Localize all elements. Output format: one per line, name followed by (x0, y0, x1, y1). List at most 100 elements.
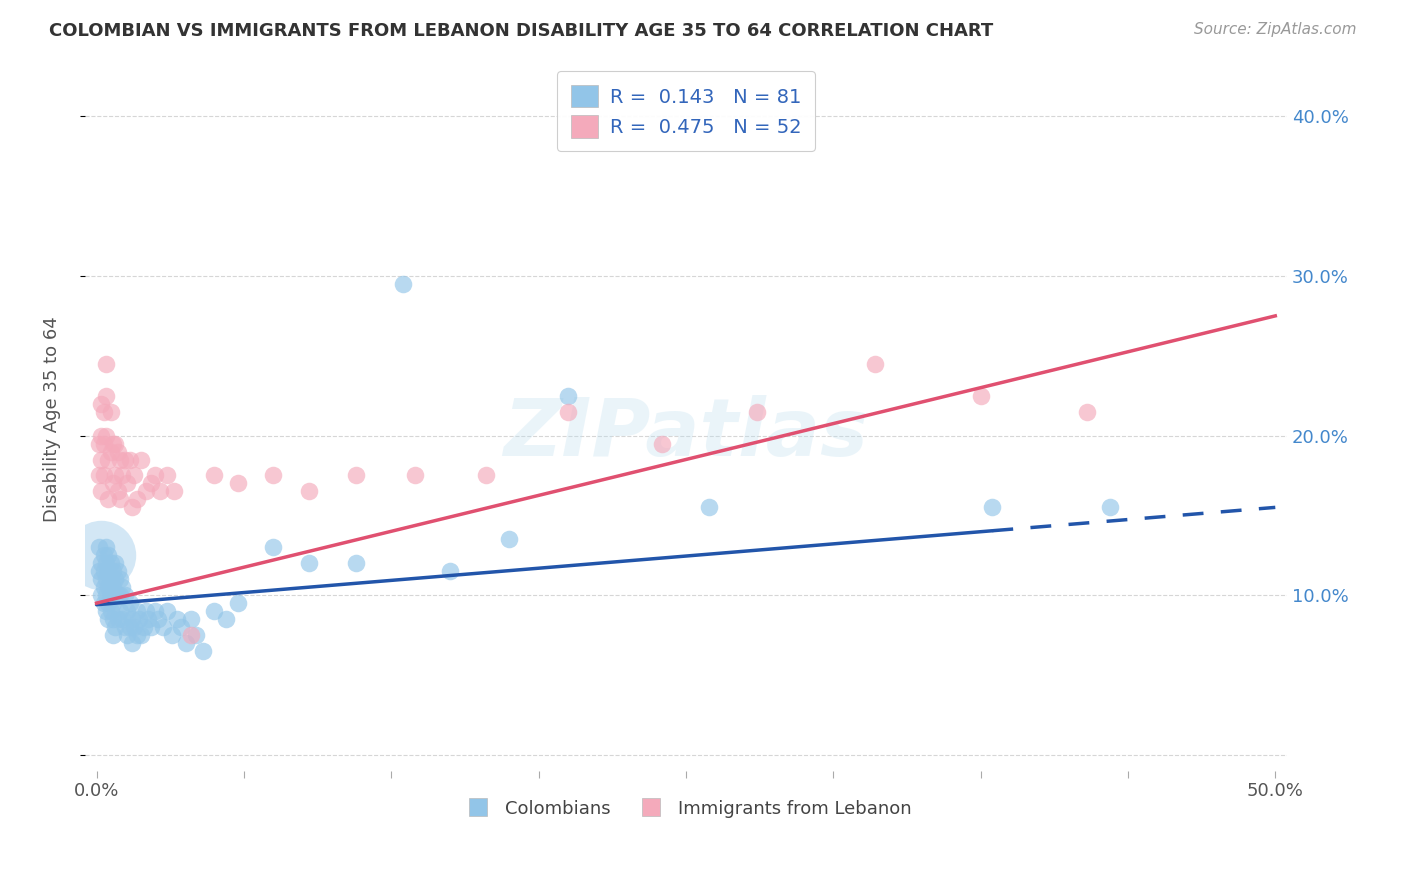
Point (107, 588, 129, 602)
Point (262, 468, 284, 483)
Point (108, 492, 131, 507)
Point (139, 476, 162, 491)
Point (149, 484, 172, 499)
Point (226, 476, 249, 491)
Point (108, 452, 131, 467)
Point (121, 612, 143, 626)
Point (125, 628, 148, 642)
Point (104, 620, 127, 634)
Point (298, 556, 321, 570)
Point (152, 620, 174, 634)
Point (108, 588, 131, 602)
Point (745, 404, 768, 418)
Point (94, 588, 117, 602)
Point (97, 492, 120, 507)
Point (135, 604, 157, 618)
Point (97, 580, 120, 594)
Point (163, 484, 186, 499)
Point (94, 604, 117, 618)
Point (118, 620, 141, 634)
Point (108, 604, 131, 618)
Point (156, 604, 179, 618)
Point (226, 596, 249, 610)
Text: COLOMBIAN VS IMMIGRANTS FROM LEBANON DISABILITY AGE 35 TO 64 CORRELATION CHART: COLOMBIAN VS IMMIGRANTS FROM LEBANON DIS… (49, 22, 994, 40)
Point (101, 628, 124, 642)
Point (114, 620, 136, 634)
Point (90, 588, 112, 602)
Point (104, 572, 127, 586)
Point (90, 428, 112, 442)
Point (100, 556, 122, 570)
Point (125, 604, 148, 618)
Point (108, 572, 131, 586)
Point (121, 500, 143, 515)
Point (863, 357, 886, 371)
Y-axis label: Disability Age 35 to 64: Disability Age 35 to 64 (44, 317, 60, 523)
Point (184, 628, 207, 642)
Point (90, 484, 112, 499)
Point (202, 604, 225, 618)
Point (138, 612, 160, 626)
Point (94, 389, 117, 403)
Text: ZIPatlas: ZIPatlas (503, 394, 869, 473)
Point (202, 468, 225, 483)
Point (166, 612, 188, 626)
Point (97, 564, 120, 578)
Point (131, 452, 153, 467)
Point (100, 588, 122, 602)
Point (90, 556, 112, 570)
Point (699, 500, 721, 515)
Text: Source: ZipAtlas.com: Source: ZipAtlas.com (1194, 22, 1357, 37)
Point (107, 484, 129, 499)
Point (1076, 404, 1098, 418)
Point (87, 564, 110, 578)
Point (101, 580, 124, 594)
Point (344, 468, 367, 483)
Point (122, 620, 145, 634)
Point (180, 628, 202, 642)
Point (104, 468, 127, 483)
Point (404, 468, 426, 483)
Point (93, 548, 115, 562)
Point (439, 564, 461, 578)
Point (1099, 500, 1122, 515)
Point (145, 604, 167, 618)
Legend: Colombians, Immigrants from Lebanon: Colombians, Immigrants from Lebanon (453, 792, 918, 825)
Point (474, 468, 496, 483)
Point (215, 612, 238, 626)
Point (114, 588, 136, 602)
Point (298, 484, 321, 499)
Point (100, 604, 122, 618)
Point (115, 476, 138, 491)
Point (93, 468, 115, 483)
Point (262, 541, 284, 555)
Point (107, 612, 129, 626)
Point (104, 556, 127, 570)
Point (139, 620, 162, 634)
Point (111, 612, 134, 626)
Point (557, 404, 579, 418)
Point (94, 428, 117, 442)
Point (111, 468, 134, 483)
Point (174, 636, 197, 650)
Point (498, 533, 520, 547)
Point (101, 596, 124, 610)
Point (135, 484, 157, 499)
Point (557, 389, 579, 403)
Point (93, 596, 115, 610)
Point (97, 452, 120, 467)
Point (111, 580, 134, 594)
Point (104, 436, 127, 450)
Point (170, 620, 193, 634)
Point (115, 628, 138, 642)
Point (146, 612, 169, 626)
Point (100, 404, 122, 418)
Point (93, 436, 115, 450)
Point (651, 436, 673, 450)
Point (90, 548, 112, 562)
Point (122, 468, 145, 483)
Point (97, 612, 120, 626)
Point (114, 452, 136, 467)
Point (107, 564, 129, 578)
Point (118, 596, 141, 610)
